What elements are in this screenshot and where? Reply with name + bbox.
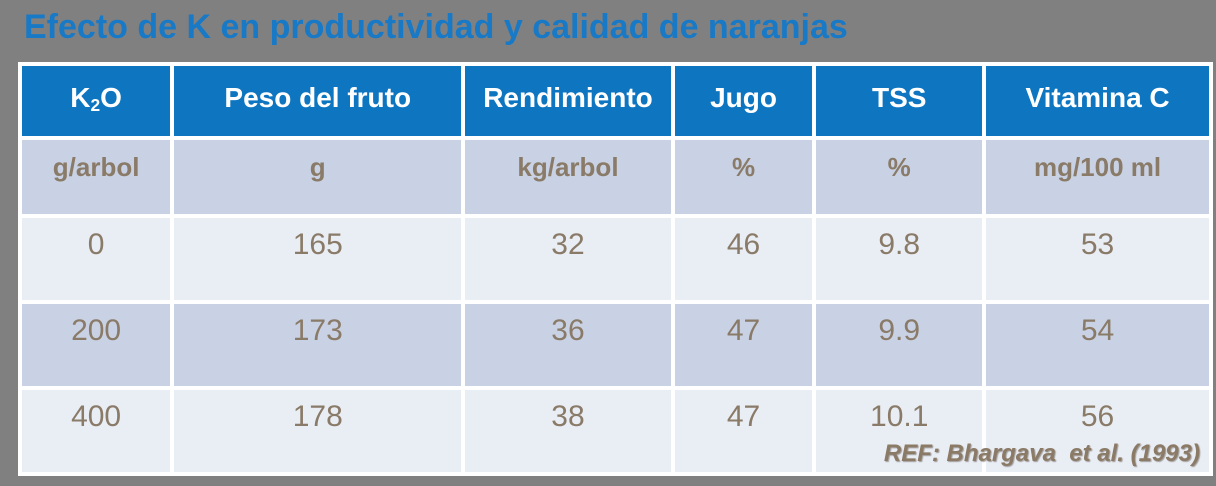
table-header-row: K2O Peso del fruto Rendimiento Jugo TSS … <box>22 66 1209 136</box>
cell-value: 38 <box>465 390 671 472</box>
unit-peso: g <box>174 140 462 214</box>
cell-value: 32 <box>465 218 671 300</box>
cell-value: 56 <box>986 390 1209 472</box>
cell-value: 165 <box>174 218 462 300</box>
unit-rendimiento: kg/arbol <box>465 140 671 214</box>
page-title: Efecto de K en productividad y calidad d… <box>24 8 848 46</box>
unit-k2o: g/arbol <box>22 140 171 214</box>
reference-citation: REF: Bhargava et al. (1993) <box>883 440 1200 467</box>
cell-value: 47 <box>674 390 813 472</box>
table-row: 400 178 38 47 10.1 56 <box>22 390 1209 472</box>
column-header-jugo: Jugo <box>674 66 813 136</box>
cell-value: 173 <box>174 304 462 386</box>
cell-value: 10.1 <box>816 390 983 472</box>
cell-value: 200 <box>22 304 171 386</box>
unit-jugo: % <box>674 140 813 214</box>
oranges-k-data-table: K2O Peso del fruto Rendimiento Jugo TSS … <box>18 62 1213 476</box>
cell-value: 53 <box>986 218 1209 300</box>
unit-vitamina-c: mg/100 ml <box>986 140 1209 214</box>
column-header-tss: TSS <box>816 66 983 136</box>
cell-value: 36 <box>465 304 671 386</box>
column-header-vitamina-c: Vitamina C <box>986 66 1209 136</box>
cell-value: 9.8 <box>816 218 983 300</box>
table-row: 0 165 32 46 9.8 53 <box>22 218 1209 300</box>
column-header-rendimiento: Rendimiento <box>465 66 671 136</box>
cell-value: 178 <box>174 390 462 472</box>
unit-tss: % <box>816 140 983 214</box>
cell-value: 9.9 <box>816 304 983 386</box>
cell-value: 0 <box>22 218 171 300</box>
column-header-k2o: K2O <box>22 66 171 136</box>
cell-value: 47 <box>674 304 813 386</box>
table-units-row: g/arbol g kg/arbol % % mg/100 ml <box>22 140 1209 214</box>
cell-value: 46 <box>674 218 813 300</box>
cell-value: 400 <box>22 390 171 472</box>
column-header-peso-del-fruto: Peso del fruto <box>174 66 462 136</box>
k2o-subscript: 2 <box>90 95 101 116</box>
table-row: 200 173 36 47 9.9 54 <box>22 304 1209 386</box>
cell-value: 54 <box>986 304 1209 386</box>
